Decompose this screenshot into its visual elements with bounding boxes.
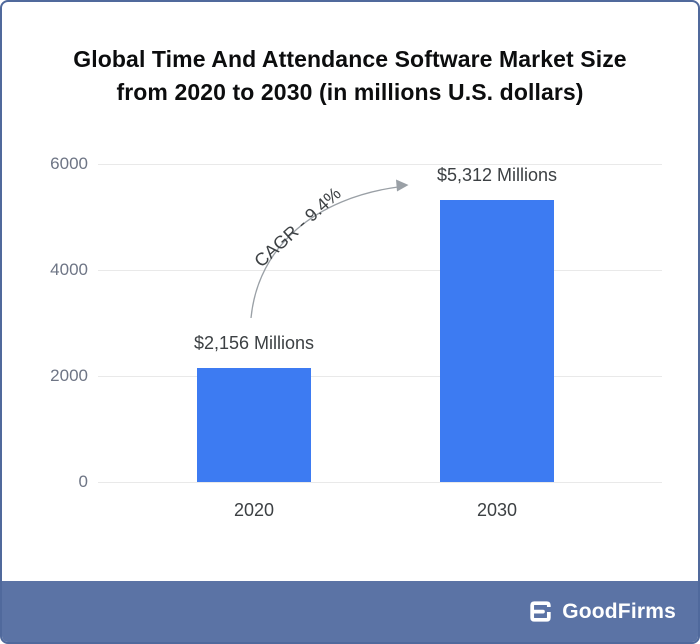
- bar-2030: [440, 200, 554, 482]
- x-axis-label: 2020: [233, 500, 275, 520]
- goodfirms-logo-icon: [530, 601, 551, 622]
- goodfirms-brand-text: GoodFirms: [562, 599, 676, 623]
- bar-2020: [197, 368, 311, 482]
- y-axis-tick-label: 0: [78, 472, 88, 491]
- gridline: [98, 164, 662, 165]
- cagr-arrow-curve: [250, 186, 399, 319]
- x-axis-label: 2030: [476, 500, 518, 520]
- bar-value-label: $5,312 Millions: [436, 165, 558, 185]
- chart-title-line1: Global Time And Attendance Software Mark…: [73, 46, 627, 72]
- bar-chart: CAGR - 9.4% 6000 4000 2000 0 $2,156 Millions…: [2, 140, 698, 581]
- cagr-arrow: [250, 179, 409, 319]
- bar-value-label: $2,156 Millions: [193, 333, 315, 353]
- footer-bar: GoodFirms: [2, 581, 698, 642]
- chart-title: Global Time And Attendance Software Mark…: [2, 2, 698, 140]
- chart-title-line2: from 2020 to 2030 (in millions U.S. doll…: [116, 79, 584, 105]
- y-axis-tick-label: 4000: [50, 260, 88, 279]
- gridline: [98, 270, 662, 271]
- y-axis-tick-label: 6000: [50, 154, 88, 173]
- gridline: [98, 376, 662, 377]
- cagr-arrowhead-icon: [396, 179, 409, 192]
- gridline: [98, 482, 662, 483]
- y-axis-tick-label: 2000: [50, 366, 88, 385]
